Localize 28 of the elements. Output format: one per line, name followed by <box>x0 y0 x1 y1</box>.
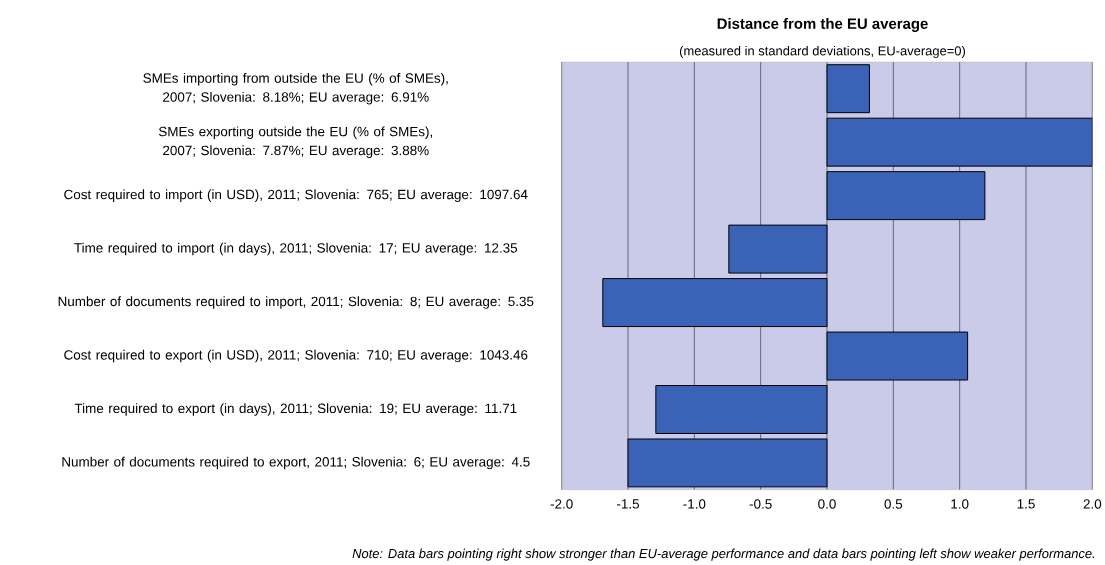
y-tick-label: Cost required to import (in USD), 2011; Slovenia: 765; EU average: 1097.64 <box>64 189 528 203</box>
y-tick-label: SMEs importing from outside the EU (% of SMEs), 2007; Slovenia: 8.18%; EU average: 6.91% <box>143 73 448 105</box>
bar <box>627 438 828 488</box>
text: Note: Data bars pointing right show stronger than EU-average performance and data bars pointing left show weaker performance. <box>352 548 1095 561</box>
bar <box>602 278 828 328</box>
bar <box>655 385 828 435</box>
y-tick-label: Time required to import (in days), 2011; Slovenia: 17; EU average: 12.35 <box>74 243 518 256</box>
x-tick-label: 0.0 <box>818 499 836 509</box>
bar <box>728 224 828 274</box>
x-tick-label: 2.0 <box>1083 499 1102 509</box>
x-tick-label: 1.0 <box>951 499 969 509</box>
y-tick-label: SMEs exporting outside the EU (% of SMEs), 2007; Slovenia: 7.87%; EU average: 3.88% <box>158 126 433 159</box>
x-tick-label: 0.5 <box>884 499 903 509</box>
bar <box>826 117 1093 167</box>
x-tick-label: 1.5 <box>1017 499 1035 509</box>
chart-subtitle: (measured in standard deviations, EU-average=0) <box>679 46 966 59</box>
bar <box>826 64 870 114</box>
bar <box>826 171 986 221</box>
y-tick-label: Time required to export (in days), 2011; Slovenia: 19; EU average: 11.71 <box>74 403 517 416</box>
x-tick-label: -2.0 <box>550 499 573 509</box>
x-tick-label: -0.5 <box>749 499 772 509</box>
chart-title: Distance from the EU average <box>717 18 928 33</box>
y-tick-label: Number of documents required to import, 2011; Slovenia: 8; EU average: 5.35 <box>58 296 534 310</box>
x-tick-label: -1.0 <box>683 499 706 509</box>
x-tick-label: -1.5 <box>617 499 640 509</box>
bar <box>826 331 969 381</box>
y-tick-label: Cost required to export (in USD), 2011; Slovenia: 710; EU average: 1043.46 <box>64 349 528 363</box>
y-tick-label: Number of documents required to export, 2011; Slovenia: 6; EU average: 4.5 <box>62 456 530 470</box>
